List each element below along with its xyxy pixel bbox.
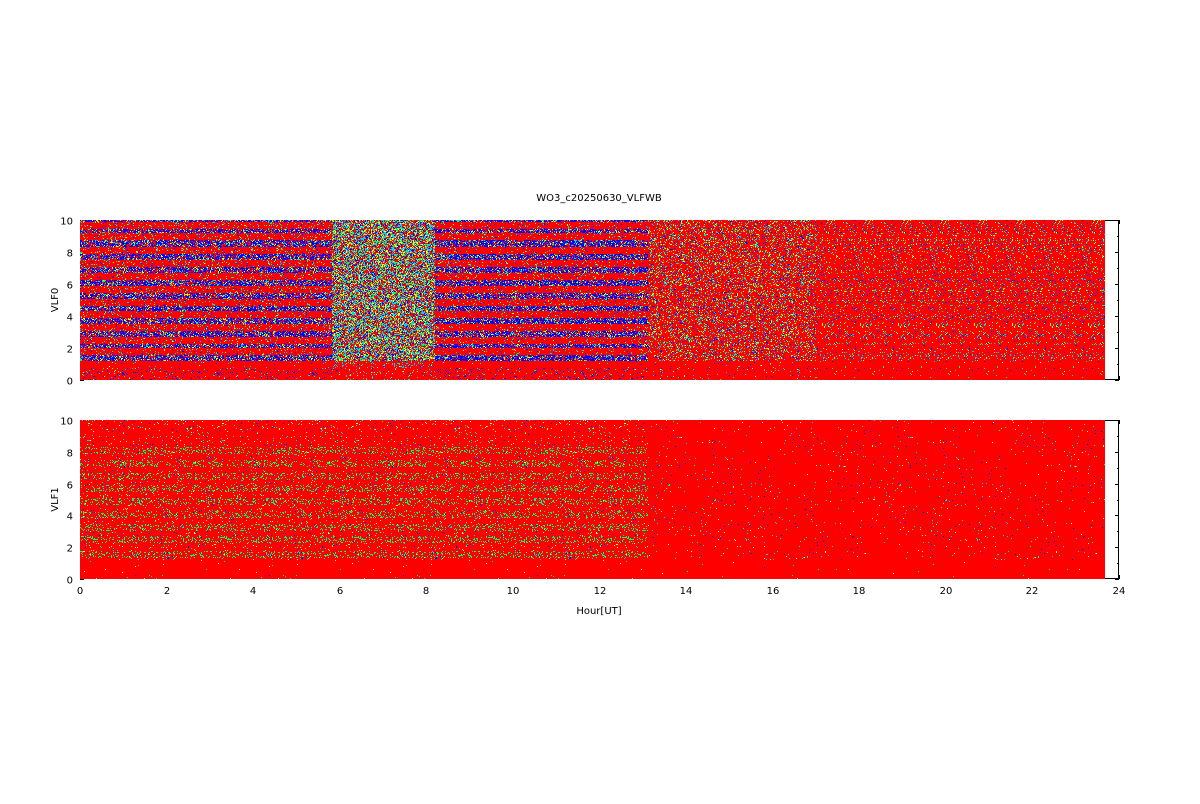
x-tick-label: 14 (680, 586, 693, 597)
panel-1-y-axis-label: VLF1 (50, 487, 61, 512)
x-tick-label: 24 (1113, 586, 1126, 597)
x-tick-label: 12 (594, 586, 607, 597)
vlf0-spectrogram (80, 220, 1105, 380)
x-tick-label: 18 (853, 586, 866, 597)
x-tick-label: 0 (77, 586, 83, 597)
x-tick-label: 6 (337, 586, 343, 597)
panel-0-y-tick-label: 4 (67, 313, 73, 324)
x-tick-label: 4 (250, 586, 256, 597)
panel-1-y-tick-label: 8 (67, 449, 73, 460)
panel-0-y-tick-label: 6 (67, 281, 73, 292)
x-tick-label: 22 (1026, 586, 1039, 597)
panel-0-y-axis-label: VLF0 (50, 288, 61, 313)
x-tick-label: 8 (423, 586, 429, 597)
panel-0-y-tick-label: 2 (67, 345, 73, 356)
panel-1-y-tick-label: 10 (60, 417, 73, 428)
x-tick-label: 16 (767, 586, 780, 597)
panel-0-y-tick-label: 10 (60, 217, 73, 228)
panel-1-y-tick-label: 6 (67, 481, 73, 492)
vlf1-spectrogram (80, 420, 1105, 579)
x-tick-label: 2 (164, 586, 170, 597)
chart-title: WO3_c20250630_VLFWB (536, 193, 662, 204)
panel-1-y-tick-label: 4 (67, 512, 73, 523)
panel-1-y-tick-label: 2 (67, 544, 73, 555)
panel-0-y-tick-label: 0 (67, 377, 73, 388)
x-axis-label: Hour[UT] (576, 606, 621, 617)
x-tick-label: 20 (940, 586, 953, 597)
panel-0-y-tick-label: 8 (67, 249, 73, 260)
panel-1-y-tick-label: 0 (67, 576, 73, 587)
x-tick-label: 10 (507, 586, 520, 597)
